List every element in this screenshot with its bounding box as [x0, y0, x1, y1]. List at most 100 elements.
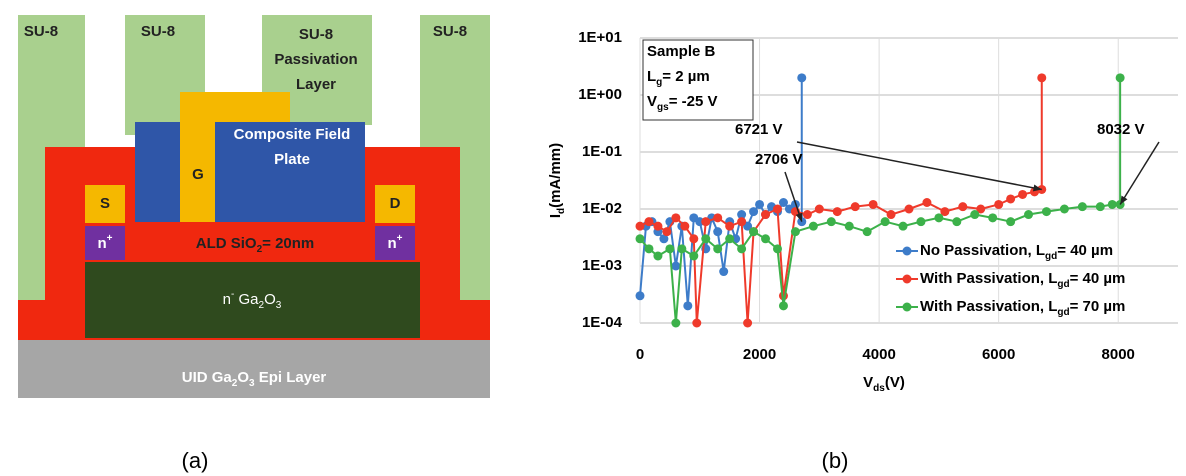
data-point	[1060, 205, 1069, 214]
info-text-part: = -25 V	[669, 93, 718, 110]
info-text-part: = 2 µm	[662, 68, 709, 85]
gate-label: G	[192, 166, 204, 183]
data-point	[749, 207, 758, 216]
field-plate-label: Plate	[274, 151, 310, 168]
data-point	[1006, 194, 1015, 203]
data-point	[916, 217, 925, 226]
legend-swatch	[903, 303, 912, 312]
legend-label-part: gd	[1057, 279, 1069, 290]
data-point	[803, 210, 812, 219]
x-tick-label: 2000	[743, 346, 776, 363]
x-tick-label: 6000	[982, 346, 1015, 363]
data-point	[881, 217, 890, 226]
su8-label: SU-8	[141, 23, 175, 40]
data-point	[1108, 200, 1117, 209]
data-point	[809, 222, 818, 231]
x-axis-label-part: (V)	[885, 374, 905, 391]
y-tick-label: 1E+00	[578, 86, 622, 103]
legend-label-part: With Passivation, L	[920, 270, 1057, 287]
drain-label: D	[390, 195, 401, 212]
data-point	[671, 319, 680, 328]
data-point	[677, 244, 686, 253]
data-point	[644, 217, 653, 226]
legend-label-part: = 70 µm	[1070, 298, 1126, 315]
data-point	[713, 213, 722, 222]
passivation-label: SU-8	[299, 26, 333, 43]
data-point	[922, 198, 931, 207]
data-point	[761, 210, 770, 219]
data-point	[743, 319, 752, 328]
info-text-part: V	[647, 93, 657, 110]
data-point	[899, 222, 908, 231]
data-point	[1018, 190, 1027, 199]
x-tick-label: 8000	[1102, 346, 1135, 363]
device-diagram: SU-8 SU-8 SU-8 SU-8 Passivation Layer Co…	[18, 15, 490, 398]
y-tick-label: 1E-04	[582, 314, 623, 331]
data-point	[713, 227, 722, 236]
data-point	[671, 262, 680, 271]
y-tick-label: 1E+01	[578, 29, 622, 46]
data-point	[851, 202, 860, 211]
legend-label-part: No Passivation, L	[920, 242, 1045, 259]
info-text-part: L	[647, 68, 656, 85]
field-plate-label: Composite Field	[234, 126, 351, 143]
data-point	[737, 217, 746, 226]
su8-label: SU-8	[433, 23, 467, 40]
data-point	[689, 251, 698, 260]
data-point	[692, 319, 701, 328]
data-point	[1042, 207, 1051, 216]
data-point	[636, 222, 645, 231]
data-point	[683, 301, 692, 310]
passivation-label: Passivation	[274, 51, 357, 68]
info-text-part: Sample B	[647, 43, 716, 60]
data-point	[713, 244, 722, 253]
data-point	[988, 213, 997, 222]
annotation: 8032 V	[1097, 121, 1145, 138]
legend-label-part: gd	[1057, 307, 1069, 318]
data-point	[773, 244, 782, 253]
legend-label-part: With Passivation, L	[920, 298, 1057, 315]
legend-label-part: = 40 µm	[1070, 270, 1126, 287]
data-point	[863, 227, 872, 236]
data-point	[869, 200, 878, 209]
su8-label: SU-8	[24, 23, 58, 40]
legend-swatch	[903, 275, 912, 284]
data-point	[952, 217, 961, 226]
data-point	[725, 234, 734, 243]
data-point	[701, 217, 710, 226]
data-point	[815, 205, 824, 214]
data-point	[737, 244, 746, 253]
data-point	[671, 213, 680, 222]
data-point	[905, 205, 914, 214]
data-point	[1116, 73, 1125, 82]
annotation: 6721 V	[735, 121, 783, 138]
data-point	[755, 200, 764, 209]
legend-swatch	[903, 247, 912, 256]
y-axis-label-part: (mA/mm)	[547, 143, 564, 208]
x-axis-label-part: V	[863, 374, 873, 391]
passivation-label: Layer	[296, 76, 336, 93]
source-label: S	[100, 195, 110, 212]
data-point	[773, 205, 782, 214]
data-point	[719, 267, 728, 276]
data-point	[662, 227, 671, 236]
data-point	[636, 291, 645, 300]
data-point	[797, 73, 806, 82]
x-axis-label: Vds(V)	[863, 374, 905, 394]
caption: (a)	[182, 448, 209, 473]
legend-label-part: gd	[1045, 251, 1057, 262]
caption: (b)	[822, 448, 849, 473]
data-point	[665, 244, 674, 253]
data-point	[827, 217, 836, 226]
data-point	[934, 213, 943, 222]
annotation: 2706 V	[755, 151, 803, 168]
data-point	[1096, 202, 1105, 211]
figure: SU-8 SU-8 SU-8 SU-8 Passivation Layer Co…	[0, 0, 1186, 476]
data-point	[1006, 217, 1015, 226]
data-point	[653, 222, 662, 231]
data-point	[725, 222, 734, 231]
page: SU-8 SU-8 SU-8 SU-8 Passivation Layer Co…	[0, 0, 1186, 476]
data-point	[653, 251, 662, 260]
data-point	[958, 202, 967, 211]
